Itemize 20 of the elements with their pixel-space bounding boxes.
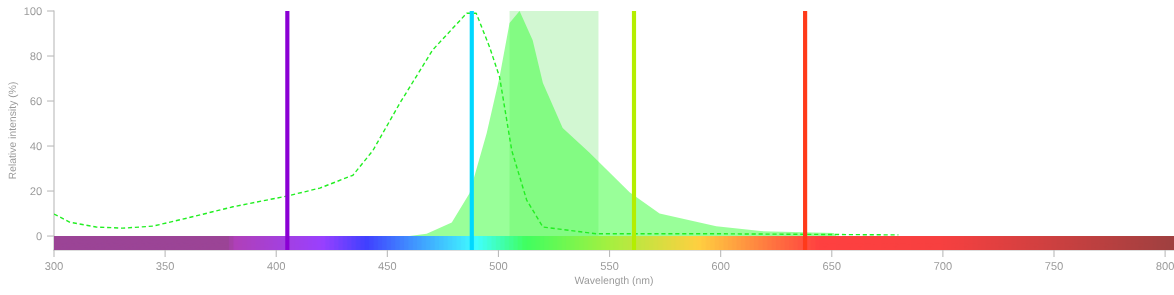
y-tick-label: 80 xyxy=(30,52,42,61)
x-tick-label: 450 xyxy=(378,262,397,270)
x-tick-label: 400 xyxy=(267,262,286,270)
x-tick-label: 750 xyxy=(1045,262,1063,270)
x-tick-label: 500 xyxy=(489,262,508,270)
y-axis-title: Relative intensity (%) xyxy=(8,82,19,179)
x-tick-label: 700 xyxy=(934,262,952,270)
line-series xyxy=(54,12,900,236)
y-tick-label: 100 xyxy=(24,7,42,16)
x-tick-label: 800 xyxy=(1156,262,1174,270)
x-tick-label: 600 xyxy=(711,262,730,270)
x-tick-label: 650 xyxy=(823,262,841,270)
x-axis-title: Wavelength (nm) xyxy=(574,276,653,287)
y-tick-label: 60 xyxy=(30,97,42,106)
x-tick-label: 300 xyxy=(45,262,63,270)
x-tick-label: 350 xyxy=(156,262,174,270)
y-tick-label: 0 xyxy=(36,232,42,241)
y-tick-label: 40 xyxy=(30,142,42,151)
x-tick-label: 550 xyxy=(600,262,619,270)
y-tick-label: 20 xyxy=(30,187,42,196)
